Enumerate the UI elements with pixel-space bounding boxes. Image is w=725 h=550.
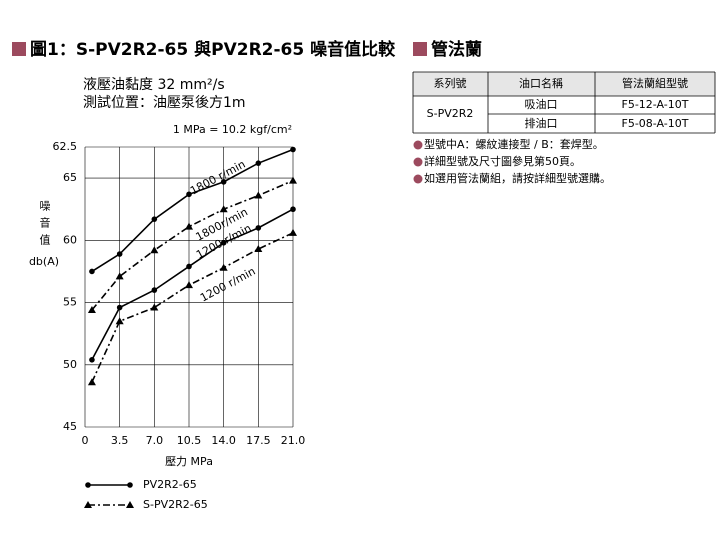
marker: [150, 303, 159, 311]
legend-label: PV2R2-65: [143, 478, 197, 491]
y-tick-label: 60: [63, 233, 77, 246]
marker: [151, 287, 158, 293]
legend-marker: [85, 482, 91, 488]
marker: [289, 228, 297, 236]
note: 型號中A：螺紋連接型 / B：套焊型。: [424, 137, 604, 151]
title: 圖1：S-PV2R2-65 與PV2R2-65 噪音值比較: [30, 39, 396, 60]
marker: [150, 246, 159, 254]
table-cell: 吸油口: [525, 97, 558, 111]
y-tick-label: 55: [63, 296, 77, 309]
table-cell: F5-08-A-10T: [622, 117, 689, 130]
title-square: [413, 42, 427, 56]
y-tick-label: 45: [63, 420, 77, 433]
marker: [220, 240, 227, 246]
marker: [255, 225, 262, 231]
table-lines: [412, 71, 716, 134]
marker: [185, 281, 193, 289]
marker: [185, 222, 193, 230]
x-tick-label: 7.0: [146, 434, 164, 447]
y-unit: db(A): [29, 255, 59, 268]
marker: [89, 357, 95, 363]
legend-label: S-PV2R2-65: [143, 498, 208, 511]
table-header: 系列號: [434, 76, 467, 90]
x-tick-label: 0: [82, 434, 89, 447]
bullet: [413, 140, 423, 150]
y-tick-label: 50: [63, 358, 77, 371]
marker: [186, 191, 192, 198]
table-cell: F5-12-A-10T: [622, 98, 689, 111]
table-cell: 排油口: [525, 116, 558, 130]
x-tick-label: 10.5: [177, 434, 202, 447]
legend-marker: [126, 501, 134, 508]
marker: [116, 251, 123, 257]
marker: [254, 191, 263, 199]
legend-marker: [84, 501, 92, 508]
annotation: 1200 r/min: [198, 265, 258, 305]
marker: [290, 146, 296, 153]
marker: [115, 272, 124, 280]
marker: [220, 179, 227, 185]
legend-marker: [127, 482, 133, 488]
marker: [186, 263, 192, 270]
bullet: [413, 174, 423, 184]
marker: [87, 306, 96, 314]
table-cell: S-PV2R2: [427, 107, 474, 120]
table-header: 油口名稱: [519, 76, 563, 90]
marker: [254, 245, 263, 253]
x-label: 壓力 MPa: [165, 455, 213, 468]
marker: [89, 268, 95, 275]
x-tick-label: 3.5: [111, 434, 129, 447]
y-label: 噪音值: [38, 200, 51, 251]
table-header: 管法蘭組型號: [622, 76, 688, 90]
marker: [87, 378, 96, 386]
section-title: 管法蘭: [431, 39, 482, 60]
marker: [219, 205, 228, 213]
bullet: [413, 157, 423, 167]
annotation: 1800 r/min: [188, 158, 248, 198]
x-tick-label: 21.0: [281, 434, 306, 447]
condition: 液壓油黏度 32 mm²/s: [83, 77, 225, 93]
condition: 測試位置：油壓泵後方1m: [83, 95, 246, 111]
x-tick-label: 14.0: [211, 434, 236, 447]
marker: [151, 216, 158, 222]
table-header-bg: [413, 72, 715, 96]
x-tick-label: 17.5: [246, 434, 271, 447]
title-square: [12, 42, 26, 56]
unit-note: 1 MPa = 10.2 kgf/cm²: [173, 123, 292, 136]
marker: [290, 206, 296, 213]
y-tick-label: 65: [63, 171, 77, 184]
marker: [219, 263, 228, 271]
marker: [116, 304, 123, 311]
series-line: [91, 179, 294, 311]
marker: [115, 317, 124, 325]
marker: [289, 176, 297, 184]
y-tick-label: 62.5: [53, 140, 78, 153]
marker: [255, 160, 262, 166]
note: 詳細型號及尺寸圖參見第50頁。: [424, 154, 581, 168]
note: 如選用管法蘭組，請按詳細型號選購。: [424, 171, 611, 185]
